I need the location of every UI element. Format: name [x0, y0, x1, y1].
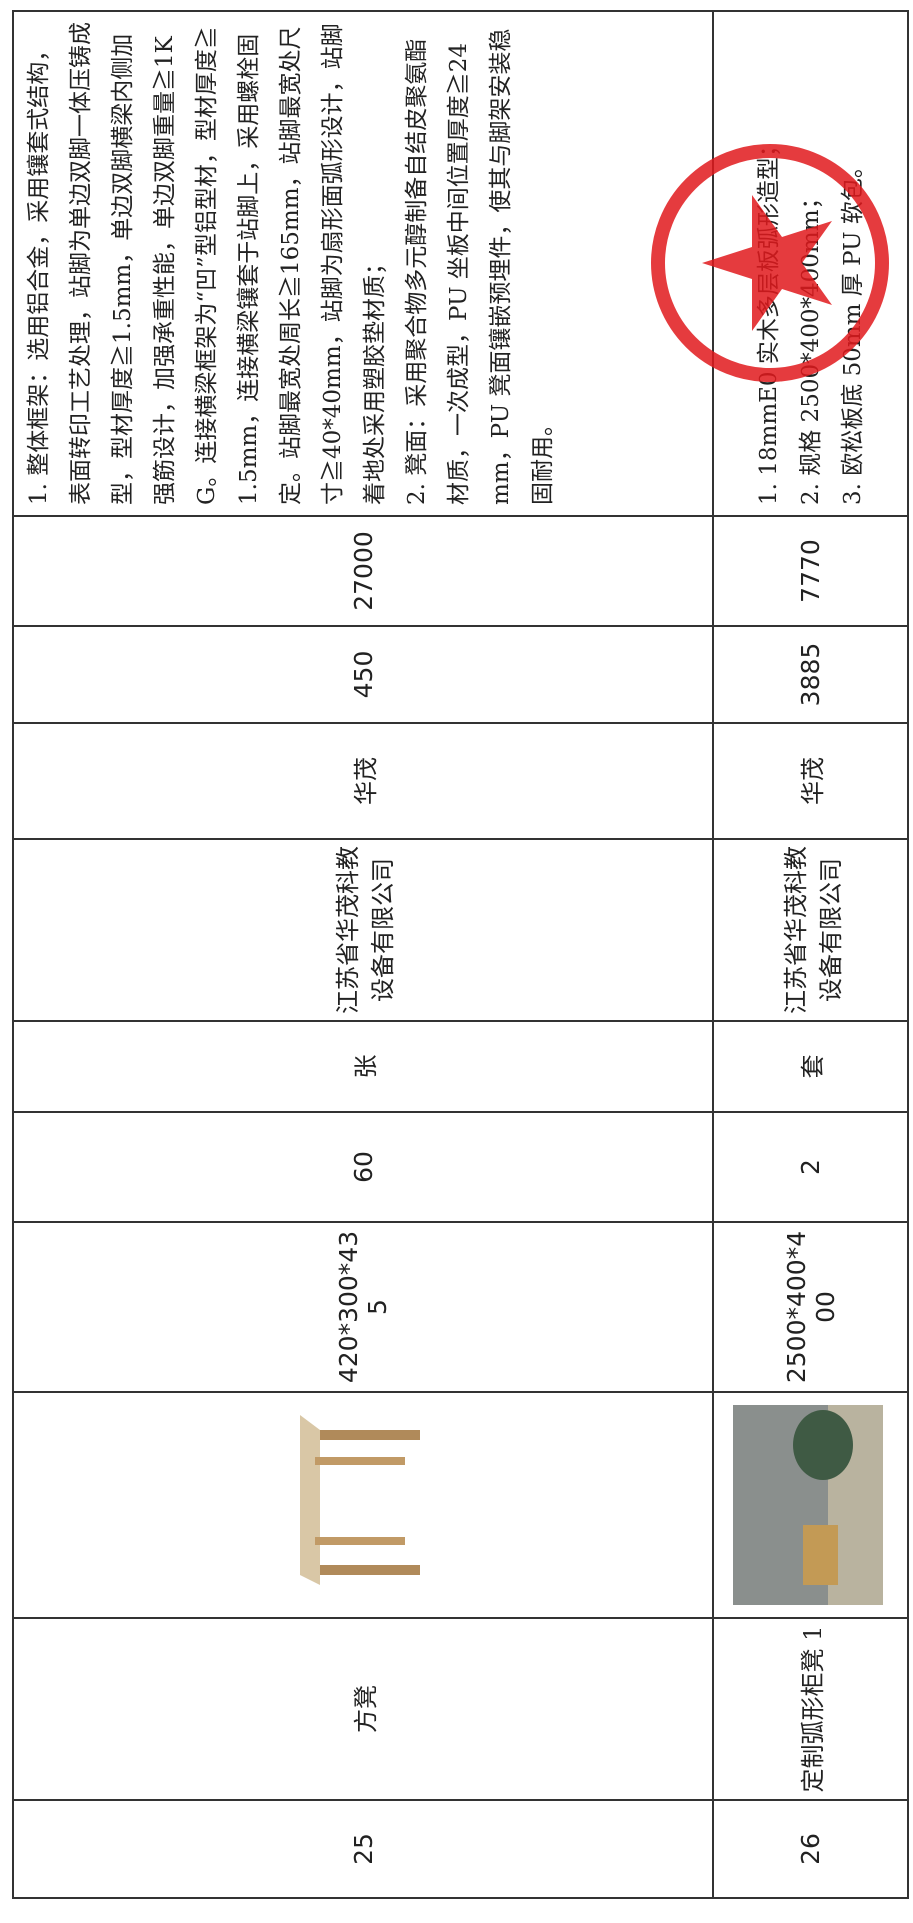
brand: 华茂	[13, 723, 713, 839]
bench-photo	[732, 1405, 883, 1605]
manufacturer: 江苏省华茂科教设备有限公司	[13, 839, 713, 1021]
unit: 张	[13, 1021, 713, 1112]
product-table: 25 方凳 420*300*435 60 张江苏省华茂科教设备有限公司 华茂 450 2700…	[12, 10, 909, 1899]
table-row: 26 定制弧形柜凳 1 2500*400*400 2 套江苏省华茂科教设备有限公司 华茂 3…	[713, 11, 908, 1898]
total-price: 27000	[13, 516, 713, 626]
seal	[651, 144, 889, 382]
description-line: 2. 凳面：采用聚合物多元醇制备自结皮聚氨酯材质，一次成型，PU 坐板中间位置厚…	[404, 28, 556, 505]
description-line: 1. 整体框架：选用铝合金，采用镶套式结构，表面转印工艺处理，站脚为单边双脚一体…	[26, 22, 388, 505]
item-name: 方凳	[13, 1618, 713, 1800]
unit: 套	[713, 1021, 908, 1112]
stool-picture	[300, 1415, 420, 1585]
brand: 华茂	[713, 723, 908, 839]
manufacturer: 江苏省华茂科教设备有限公司	[713, 839, 908, 1021]
description: 1. 整体框架：选用铝合金，采用镶套式结构，表面转印工艺处理，站脚为单边双脚一体…	[13, 11, 713, 516]
item-image	[713, 1392, 908, 1618]
quantity: 2	[713, 1112, 908, 1222]
unit-price: 3885	[713, 626, 908, 723]
item-name: 定制弧形柜凳 1	[713, 1618, 908, 1800]
item-image	[13, 1392, 713, 1618]
table-row: 25 方凳 420*300*435 60 张江苏省华茂科教设备有限公司 华茂 450 2700…	[13, 11, 713, 1898]
total-price: 7770	[713, 516, 908, 626]
spec: 420*300*435	[13, 1222, 713, 1392]
item-number: 26	[713, 1800, 908, 1898]
spec: 2500*400*400	[713, 1222, 908, 1392]
quantity: 60	[13, 1112, 713, 1222]
item-number: 25	[13, 1800, 713, 1898]
unit-price: 450	[13, 626, 713, 723]
